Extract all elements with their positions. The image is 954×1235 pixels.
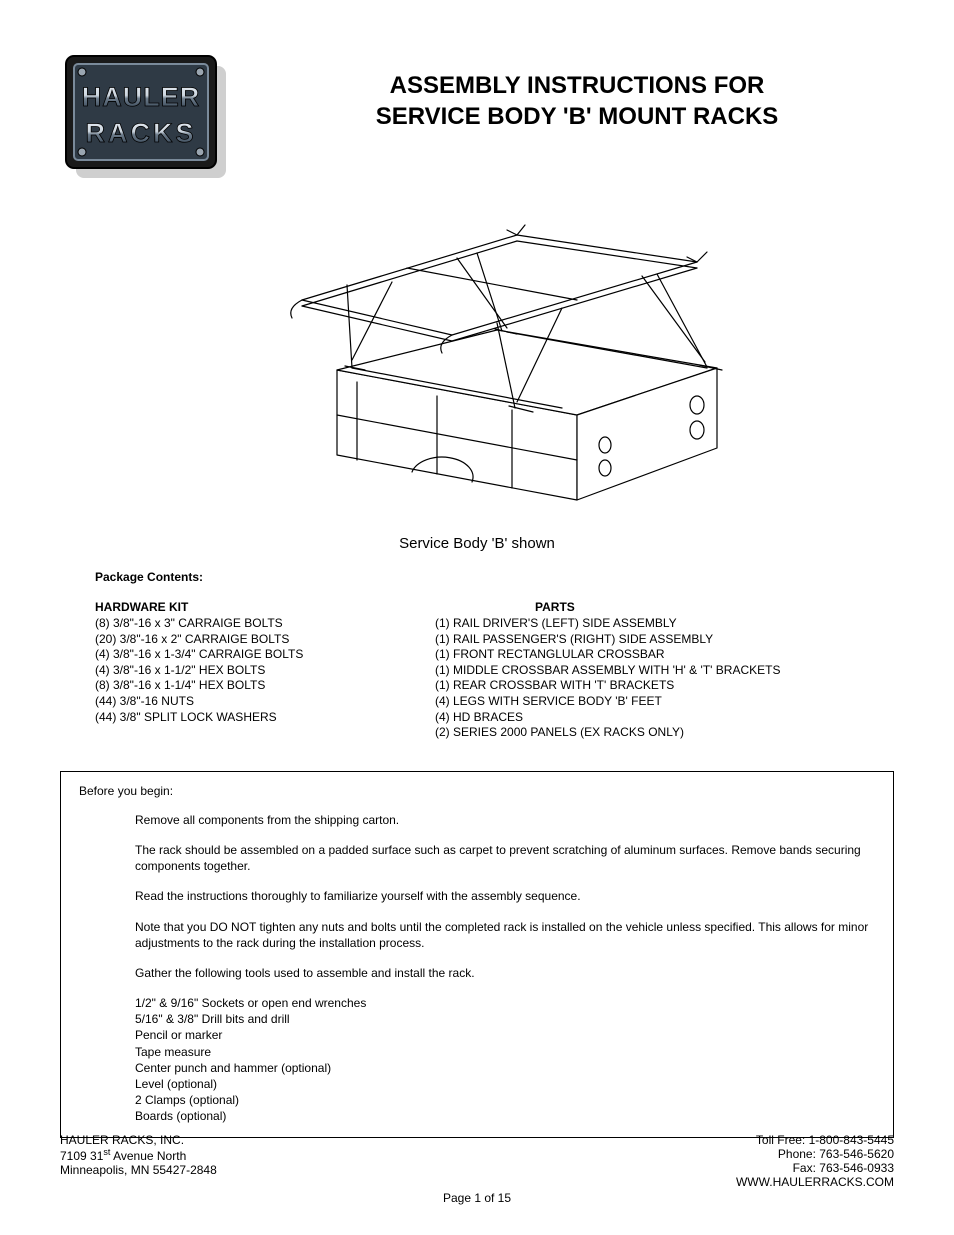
before-begin-heading: Before you begin:	[79, 784, 875, 798]
tool-item: Tape measure	[135, 1044, 875, 1060]
hardware-item: (44) 3/8"-16 NUTS	[95, 694, 375, 710]
parts-item: (1) RAIL PASSENGER'S (RIGHT) SIDE ASSEMB…	[435, 632, 894, 648]
hardware-item: (8) 3/8"-16 x 1-1/4" HEX BOLTS	[95, 678, 375, 694]
logo-text-2: RACKS	[85, 118, 196, 148]
footer-address: 7109 31st Avenue North	[60, 1147, 217, 1163]
product-diagram	[60, 210, 894, 525]
tool-item: 2 Clamps (optional)	[135, 1092, 875, 1108]
tool-item: Pencil or marker	[135, 1027, 875, 1043]
title-line-2: SERVICE BODY 'B' MOUNT RACKS	[376, 103, 779, 130]
hardware-item: (8) 3/8"-16 x 3" CARRAIGE BOLTS	[95, 616, 375, 632]
hardware-item: (4) 3/8"-16 x 1-3/4" CARRAIGE BOLTS	[95, 647, 375, 663]
parts-item: (1) FRONT RECTANGLULAR CROSSBAR	[435, 647, 894, 663]
tool-item: Level (optional)	[135, 1076, 875, 1092]
footer-phone: Phone: 763-546-5620	[736, 1147, 894, 1161]
footer-website: WWW.HAULERRACKS.COM	[736, 1175, 894, 1189]
tool-item: Center punch and hammer (optional)	[135, 1060, 875, 1076]
footer-page-number: Page 1 of 15	[60, 1191, 894, 1205]
parts-item: (1) REAR CROSSBAR WITH 'T' BRACKETS	[435, 678, 894, 694]
begin-paragraph: The rack should be assembled on a padded…	[135, 842, 875, 874]
title-line-1: ASSEMBLY INSTRUCTIONS FOR	[390, 72, 765, 99]
begin-paragraph: Gather the following tools used to assem…	[135, 965, 875, 981]
parts-item: (1) RAIL DRIVER'S (LEFT) SIDE ASSEMBLY	[435, 616, 894, 632]
diagram-caption: Service Body 'B' shown	[60, 535, 894, 552]
package-contents-label: Package Contents:	[95, 570, 894, 584]
parts-item: (4) HD BRACES	[435, 710, 894, 726]
hardware-item: (44) 3/8" SPLIT LOCK WASHERS	[95, 710, 375, 726]
parts-heading: PARTS	[535, 600, 894, 614]
footer-city: Minneapolis, MN 55427-2848	[60, 1163, 217, 1177]
footer-tollfree: Toll Free: 1-800-843-5445	[736, 1133, 894, 1147]
footer-company: HAULER RACKS, INC.	[60, 1133, 217, 1147]
begin-paragraph: Remove all components from the shipping …	[135, 812, 875, 828]
hardware-kit-column: HARDWARE KIT (8) 3/8"-16 x 3" CARRAIGE B…	[95, 600, 375, 741]
begin-paragraph: Note that you DO NOT tighten any nuts an…	[135, 919, 875, 951]
page-title: ASSEMBLY INSTRUCTIONS FOR SERVICE BODY '…	[260, 50, 894, 132]
hardware-heading: HARDWARE KIT	[95, 600, 375, 614]
tool-item: 5/16" & 3/8" Drill bits and drill	[135, 1011, 875, 1027]
footer-fax: Fax: 763-546-0933	[736, 1161, 894, 1175]
page-footer: HAULER RACKS, INC. 7109 31st Avenue Nort…	[60, 1133, 894, 1205]
parts-item: (2) SERIES 2000 PANELS (EX RACKS ONLY)	[435, 725, 894, 741]
before-you-begin-box: Before you begin: Remove all components …	[60, 771, 894, 1138]
hardware-item: (20) 3/8"-16 x 2" CARRAIGE BOLTS	[95, 632, 375, 648]
tool-item: 1/2" & 9/16" Sockets or open end wrenche…	[135, 995, 875, 1011]
brand-logo: HAULER RACKS	[60, 50, 230, 180]
begin-paragraph: Read the instructions thoroughly to fami…	[135, 888, 875, 904]
contents-columns: HARDWARE KIT (8) 3/8"-16 x 3" CARRAIGE B…	[95, 600, 894, 741]
header: HAULER RACKS ASSEMBLY INSTRUCTIONS FOR S…	[60, 50, 894, 180]
hardware-item: (4) 3/8"-16 x 1-1/2" HEX BOLTS	[95, 663, 375, 679]
tool-item: Boards (optional)	[135, 1108, 875, 1124]
logo-text-1: HAULER	[82, 82, 201, 112]
parts-column: PARTS (1) RAIL DRIVER'S (LEFT) SIDE ASSE…	[435, 600, 894, 741]
parts-item: (1) MIDDLE CROSSBAR ASSEMBLY WITH 'H' & …	[435, 663, 894, 679]
parts-item: (4) LEGS WITH SERVICE BODY 'B' FEET	[435, 694, 894, 710]
